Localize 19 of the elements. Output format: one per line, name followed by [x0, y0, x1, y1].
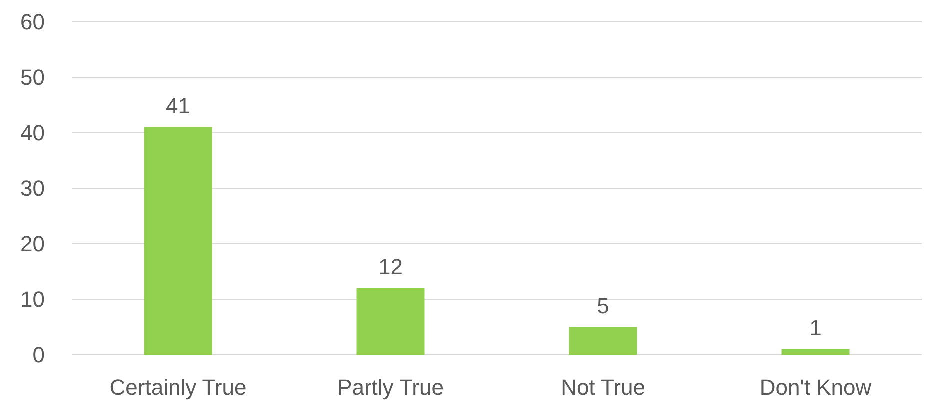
bar: [144, 127, 212, 355]
bar: [569, 327, 638, 355]
y-tick-label: 50: [20, 65, 45, 90]
x-tick-label: Partly True: [338, 375, 444, 400]
bar: [356, 288, 425, 355]
data-label: 41: [166, 93, 190, 118]
y-tick-label: 20: [20, 232, 45, 257]
x-tick-label: Certainly True: [110, 375, 247, 400]
data-label: 5: [597, 293, 610, 318]
y-tick-label: 10: [20, 287, 45, 312]
y-tick-label: 60: [20, 10, 45, 35]
x-tick-label: Don't Know: [760, 375, 872, 400]
y-tick-label: 0: [32, 342, 45, 368]
data-label: 12: [378, 254, 403, 280]
data-label: 1: [810, 315, 822, 340]
y-tick-label: 40: [20, 120, 45, 146]
y-tick-label: 30: [20, 176, 45, 202]
x-tick-label: Not True: [561, 375, 646, 400]
bar: [782, 349, 850, 355]
